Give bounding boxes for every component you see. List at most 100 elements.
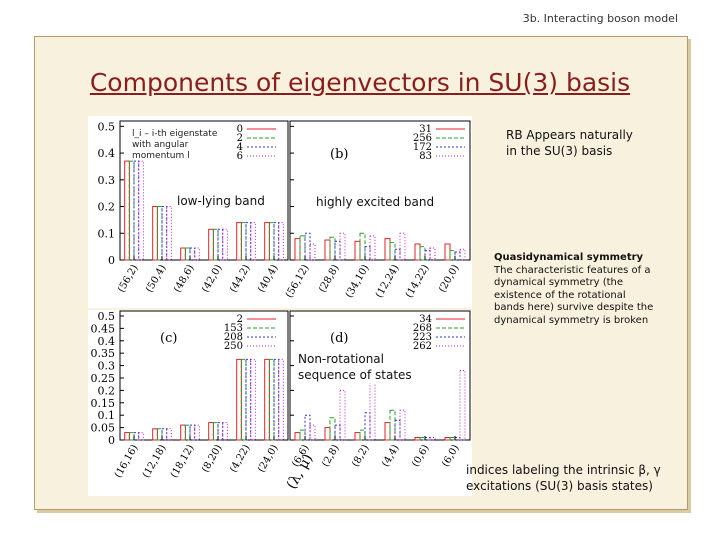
y-tick-label: 0.3 [98, 174, 116, 187]
y-tick-label: 0.4 [98, 147, 116, 160]
bar-d-3 [339, 389, 346, 441]
category-label: (40,4) [256, 263, 281, 295]
bar-c-0 [264, 358, 270, 441]
bar-c-1 [240, 358, 247, 441]
legend-label: 34 [419, 314, 432, 325]
chart-axes-box [119, 120, 289, 261]
legend-caption: l_i – i-th eigenstate with angular momen… [132, 129, 217, 162]
legend-label: 153 [224, 323, 243, 334]
bar-b-0 [354, 240, 361, 261]
bar-c-3 [138, 432, 144, 441]
quasi-line: dynamical symmetry is broken [494, 314, 649, 326]
quasi-symmetry-title: Quasidynamical symmetry [494, 252, 644, 263]
bar-b-1 [329, 236, 336, 261]
bar-c-3 [222, 422, 228, 441]
bar-b-2 [424, 250, 431, 261]
legend-label: 31 [419, 124, 432, 135]
y-tick-label: 0.2 [98, 384, 116, 397]
bar-d-1 [329, 417, 336, 441]
bar-b-1 [299, 235, 306, 261]
indices-line: excitations (SU(3) basis states) [466, 479, 653, 493]
y-tick-label: 0 [108, 434, 115, 447]
bar-a-0 [180, 247, 186, 261]
bar-b-3 [429, 247, 436, 261]
bar-c-2 [273, 358, 280, 441]
bar-a-1 [240, 222, 247, 261]
bar-b-1 [359, 232, 366, 261]
bar-d-0 [324, 427, 331, 441]
legend-label: 223 [413, 332, 432, 343]
legend-label: 0 [237, 124, 243, 135]
y-tick-label: 0.5 [98, 310, 116, 323]
y-tick-label: 0.3 [98, 360, 116, 373]
bar-a-3 [222, 228, 228, 261]
bar-d-0 [444, 437, 451, 441]
quasi-line: existence of the rotational [494, 289, 626, 301]
category-label: (8,20) [200, 443, 225, 475]
legend-label: 268 [413, 323, 432, 334]
bar-c-1 [184, 424, 191, 441]
bar-a-1 [212, 228, 219, 261]
category-label: (44,2) [228, 263, 253, 295]
legend-label: 6 [237, 151, 243, 162]
panel-label: (b) [330, 147, 348, 162]
category-label: (6,0) [440, 443, 461, 469]
bar-a-1 [268, 222, 275, 261]
y-tick-label: 0.5 [98, 120, 116, 133]
indices-line: indices labeling the intrinsic β, γ [466, 463, 661, 477]
legend-label: 4 [237, 142, 243, 153]
bar-a-3 [250, 222, 256, 261]
quasi-line: dynamical symmetry (the [494, 277, 624, 288]
category-label: (20,0) [437, 263, 462, 295]
rb-note-line: in the SU(3) basis [506, 144, 613, 158]
legend-label: 2 [237, 314, 243, 325]
bar-b-2 [304, 232, 311, 261]
bar-b-3 [309, 243, 316, 261]
bar-c-1 [156, 428, 163, 441]
bar-c-0 [208, 422, 214, 441]
panel-label: (c) [160, 331, 177, 346]
category-label: (18,12) [169, 443, 197, 480]
category-label: (34,10) [344, 263, 372, 300]
legend-caption-line: l_i – i-th eigenstate [132, 129, 218, 139]
bar-c-1 [212, 422, 219, 441]
low-lying-band-label: low-lying band [177, 194, 265, 208]
bar-d-3 [369, 365, 376, 441]
bar-a-1 [128, 160, 135, 261]
category-label: (42,0) [200, 263, 225, 295]
slide-title: Components of eigenvectors in SU(3) basi… [89, 68, 631, 97]
y-tick-label: 0.15 [91, 397, 116, 410]
bar-a-0 [124, 160, 130, 261]
chart-axes-box [289, 310, 471, 441]
bar-a-0 [152, 206, 158, 261]
bar-c-2 [189, 424, 196, 441]
bar-b-0 [324, 239, 331, 261]
bar-d-2 [334, 424, 341, 441]
category-label: (24,0) [256, 443, 281, 475]
bar-c-0 [236, 358, 242, 441]
y-tick-label: 0 [108, 254, 115, 267]
bar-a-1 [156, 206, 163, 261]
bar-b-3 [369, 235, 376, 261]
bar-b-0 [414, 243, 421, 261]
y-tick-label: 0.2 [98, 201, 116, 214]
bar-d-3 [459, 370, 466, 441]
category-label: (28,8) [317, 263, 342, 295]
bar-a-3 [166, 206, 172, 261]
bar-c-2 [133, 432, 140, 441]
bar-a-2 [217, 228, 224, 261]
chart-panel-d: (6,6) (2,8) (8,2) (4,4) (0,6) (6,0)3426822326… [289, 310, 471, 469]
bar-b-3 [399, 232, 406, 261]
y-tick-label: 0.05 [91, 422, 116, 435]
legend-label: 172 [413, 142, 432, 153]
bar-c-1 [268, 358, 275, 441]
bar-b-3 [339, 232, 346, 261]
highly-excited-band-label: highly excited band [316, 195, 435, 209]
y-tick-label: 0.25 [91, 372, 116, 385]
bar-d-3 [399, 409, 406, 441]
legend-label: 83 [419, 151, 432, 162]
bar-c-3 [278, 358, 284, 441]
bar-d-2 [364, 412, 371, 441]
legend-label: 262 [413, 341, 432, 352]
quasi-line: The characteristic features of a [494, 264, 651, 276]
